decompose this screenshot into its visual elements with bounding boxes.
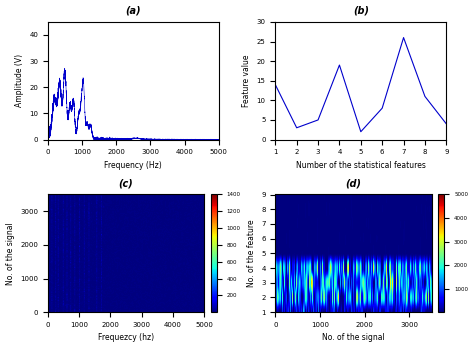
Y-axis label: No. of the feature: No. of the feature <box>246 220 255 287</box>
Y-axis label: Amplitude (V): Amplitude (V) <box>15 54 24 107</box>
X-axis label: Frequency (Hz): Frequency (Hz) <box>104 161 162 170</box>
Y-axis label: Feature value: Feature value <box>242 55 251 107</box>
X-axis label: Frequezcy (hz): Frequezcy (hz) <box>98 333 154 342</box>
Title: (a): (a) <box>126 6 141 16</box>
Title: (c): (c) <box>118 178 133 188</box>
Y-axis label: No. of the signal: No. of the signal <box>6 222 15 285</box>
X-axis label: Number of the statistical features: Number of the statistical features <box>296 161 426 170</box>
Title: (b): (b) <box>353 6 369 16</box>
Title: (d): (d) <box>346 178 362 188</box>
X-axis label: No. of the signal: No. of the signal <box>322 333 385 342</box>
